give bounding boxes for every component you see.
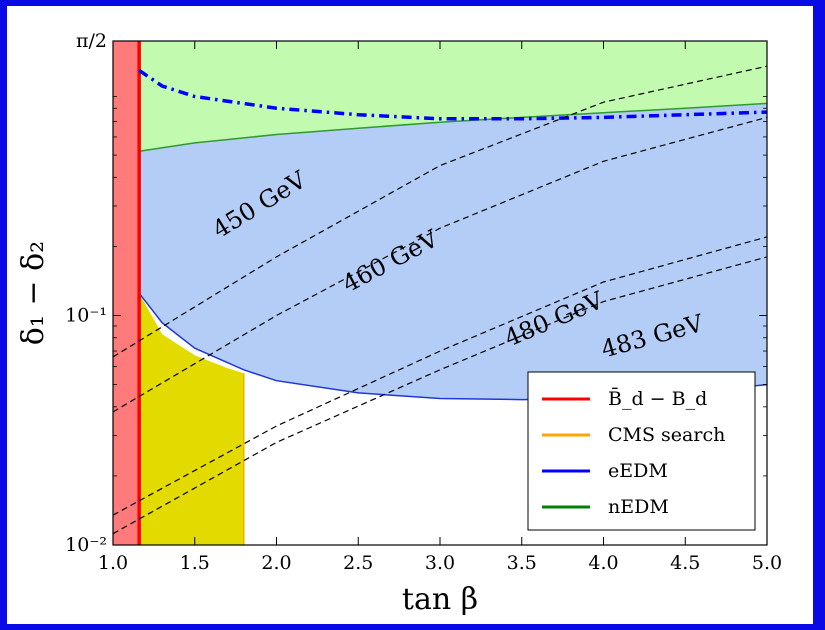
figure-frame: 450 GeV 460 GeV 480 GeV 483 GeV 1.0 1.5 2.0 2.… — [7, 6, 813, 624]
x-tick-label-8: 5.0 — [752, 552, 782, 574]
x-tick-label-7: 4.5 — [670, 552, 700, 574]
x-tick-label-3: 2.5 — [343, 552, 373, 574]
x-tick-label-0: 1.0 — [98, 552, 128, 574]
legend: B̄_d − B_d CMS search eEDM nEDM — [527, 371, 756, 531]
eedm-region — [139, 103, 767, 400]
legend-label-1: CMS search — [608, 424, 725, 446]
legend-label-0: B̄_d − B_d — [608, 387, 707, 410]
axis-ticks: 1.0 1.5 2.0 2.5 3.0 3.5 4.0 4.5 5.0 10⁻² 10⁻¹ π/2 — [65, 30, 782, 574]
bd-region — [113, 41, 140, 545]
contour-line-3 — [113, 256, 767, 535]
x-tick-label-1: 1.5 — [180, 552, 210, 574]
y-tick-label-0: 10⁻² — [65, 534, 107, 556]
legend-label-3: nEDM — [608, 496, 669, 518]
nedm-boundary-line — [139, 102, 767, 152]
x-tick-label-4: 3.0 — [425, 552, 455, 574]
cms-region — [139, 293, 244, 545]
contour-line-2 — [113, 236, 767, 516]
y-axis-label: δ₁ − δ₂ — [16, 241, 51, 345]
nedm-region — [139, 41, 767, 152]
legend-label-2: eEDM — [608, 460, 668, 482]
x-axis-label: tan β — [402, 582, 478, 617]
y-tick-label-1: 10⁻¹ — [65, 305, 107, 327]
x-tick-label-5: 3.5 — [507, 552, 537, 574]
contour-line-1 — [113, 116, 767, 413]
y-tick-label-2: π/2 — [76, 30, 107, 52]
x-tick-label-2: 2.0 — [261, 552, 291, 574]
x-tick-label-6: 4.0 — [588, 552, 618, 574]
contour-line-0 — [113, 65, 767, 358]
